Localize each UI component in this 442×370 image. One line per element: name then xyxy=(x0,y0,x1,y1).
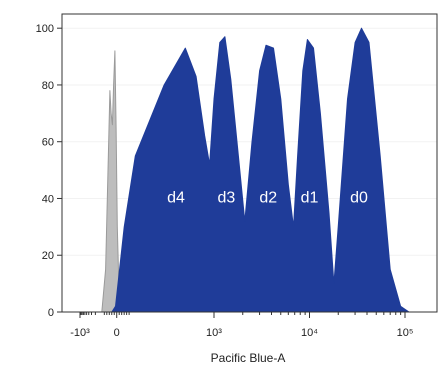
series-layer xyxy=(101,27,410,313)
x-axis-title: Pacific Blue-A xyxy=(211,351,286,365)
peak-label-d1: d1 xyxy=(301,190,319,207)
peak-label-d2: d2 xyxy=(259,190,277,207)
annotation-layer: d4 d3 d2 d1 d0 xyxy=(167,190,368,207)
peak-label-d3: d3 xyxy=(218,190,236,207)
plot-frame xyxy=(61,13,438,313)
y-tick-label: 100 xyxy=(36,23,54,35)
y-tick-label: 40 xyxy=(42,193,54,205)
x-tick-label: 10³ xyxy=(206,327,222,339)
y-tick-label: 0 xyxy=(48,307,54,319)
peak-label-d0: d0 xyxy=(350,190,368,207)
y-tick-label: 20 xyxy=(42,250,54,262)
dilution-histogram xyxy=(111,27,410,313)
x-tick-label: -10³ xyxy=(70,327,90,339)
x-tick-label: 10⁵ xyxy=(397,327,414,339)
peak-label-d4: d4 xyxy=(167,190,185,207)
y-tick-label: 60 xyxy=(42,137,54,149)
x-tick-label: 10⁴ xyxy=(301,327,318,339)
axes-layer: 0 20 40 60 80 100 -10³ 0 10³ 10⁴ 10⁵ xyxy=(36,13,438,339)
x-tick-label: 0 xyxy=(114,327,120,339)
y-tick-label: 80 xyxy=(42,80,54,92)
